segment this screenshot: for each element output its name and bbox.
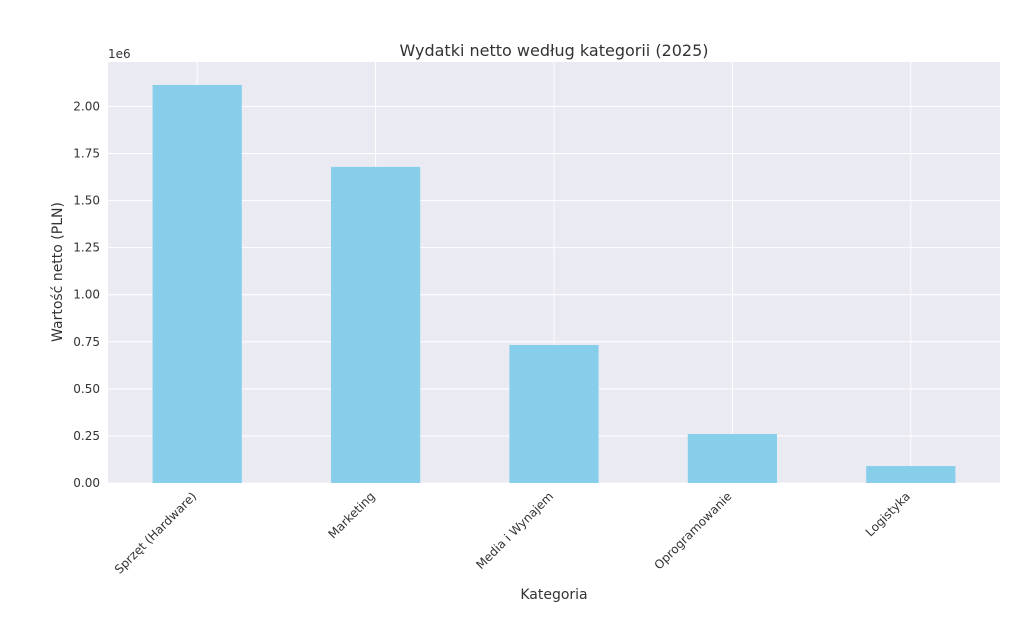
bar (687, 434, 777, 483)
y-tick-label: 0.00 (73, 476, 100, 490)
x-tick-label: Marketing (326, 489, 378, 541)
y-tick-label: 2.00 (73, 99, 100, 113)
bar (866, 466, 956, 483)
x-axis-label: Kategoria (520, 587, 587, 603)
x-tick-label: Sprzęt (Hardware) (112, 489, 199, 576)
y-tick-label: 1.50 (73, 194, 100, 208)
chart-title: Wydatki netto według kategorii (2025) (399, 41, 708, 60)
x-tick-label: Media i Wynajem (473, 489, 556, 572)
y-tick-label: 0.25 (73, 429, 100, 443)
bar (509, 344, 599, 483)
bar (331, 166, 421, 484)
x-tick-label: Logistyka (863, 489, 913, 539)
y-tick-label: 0.75 (73, 335, 100, 349)
y-tick-label: 1.75 (73, 147, 100, 161)
y-tick-label: 1.00 (73, 288, 100, 302)
y-offset-label: 1e6 (108, 47, 131, 61)
x-tick-label: Oprogramowanie (651, 489, 734, 572)
y-tick-label: 1.25 (73, 241, 100, 255)
y-tick-label: 0.50 (73, 382, 100, 396)
bar (152, 84, 242, 483)
y-axis-label: Wartość netto (PLN) (50, 202, 66, 342)
